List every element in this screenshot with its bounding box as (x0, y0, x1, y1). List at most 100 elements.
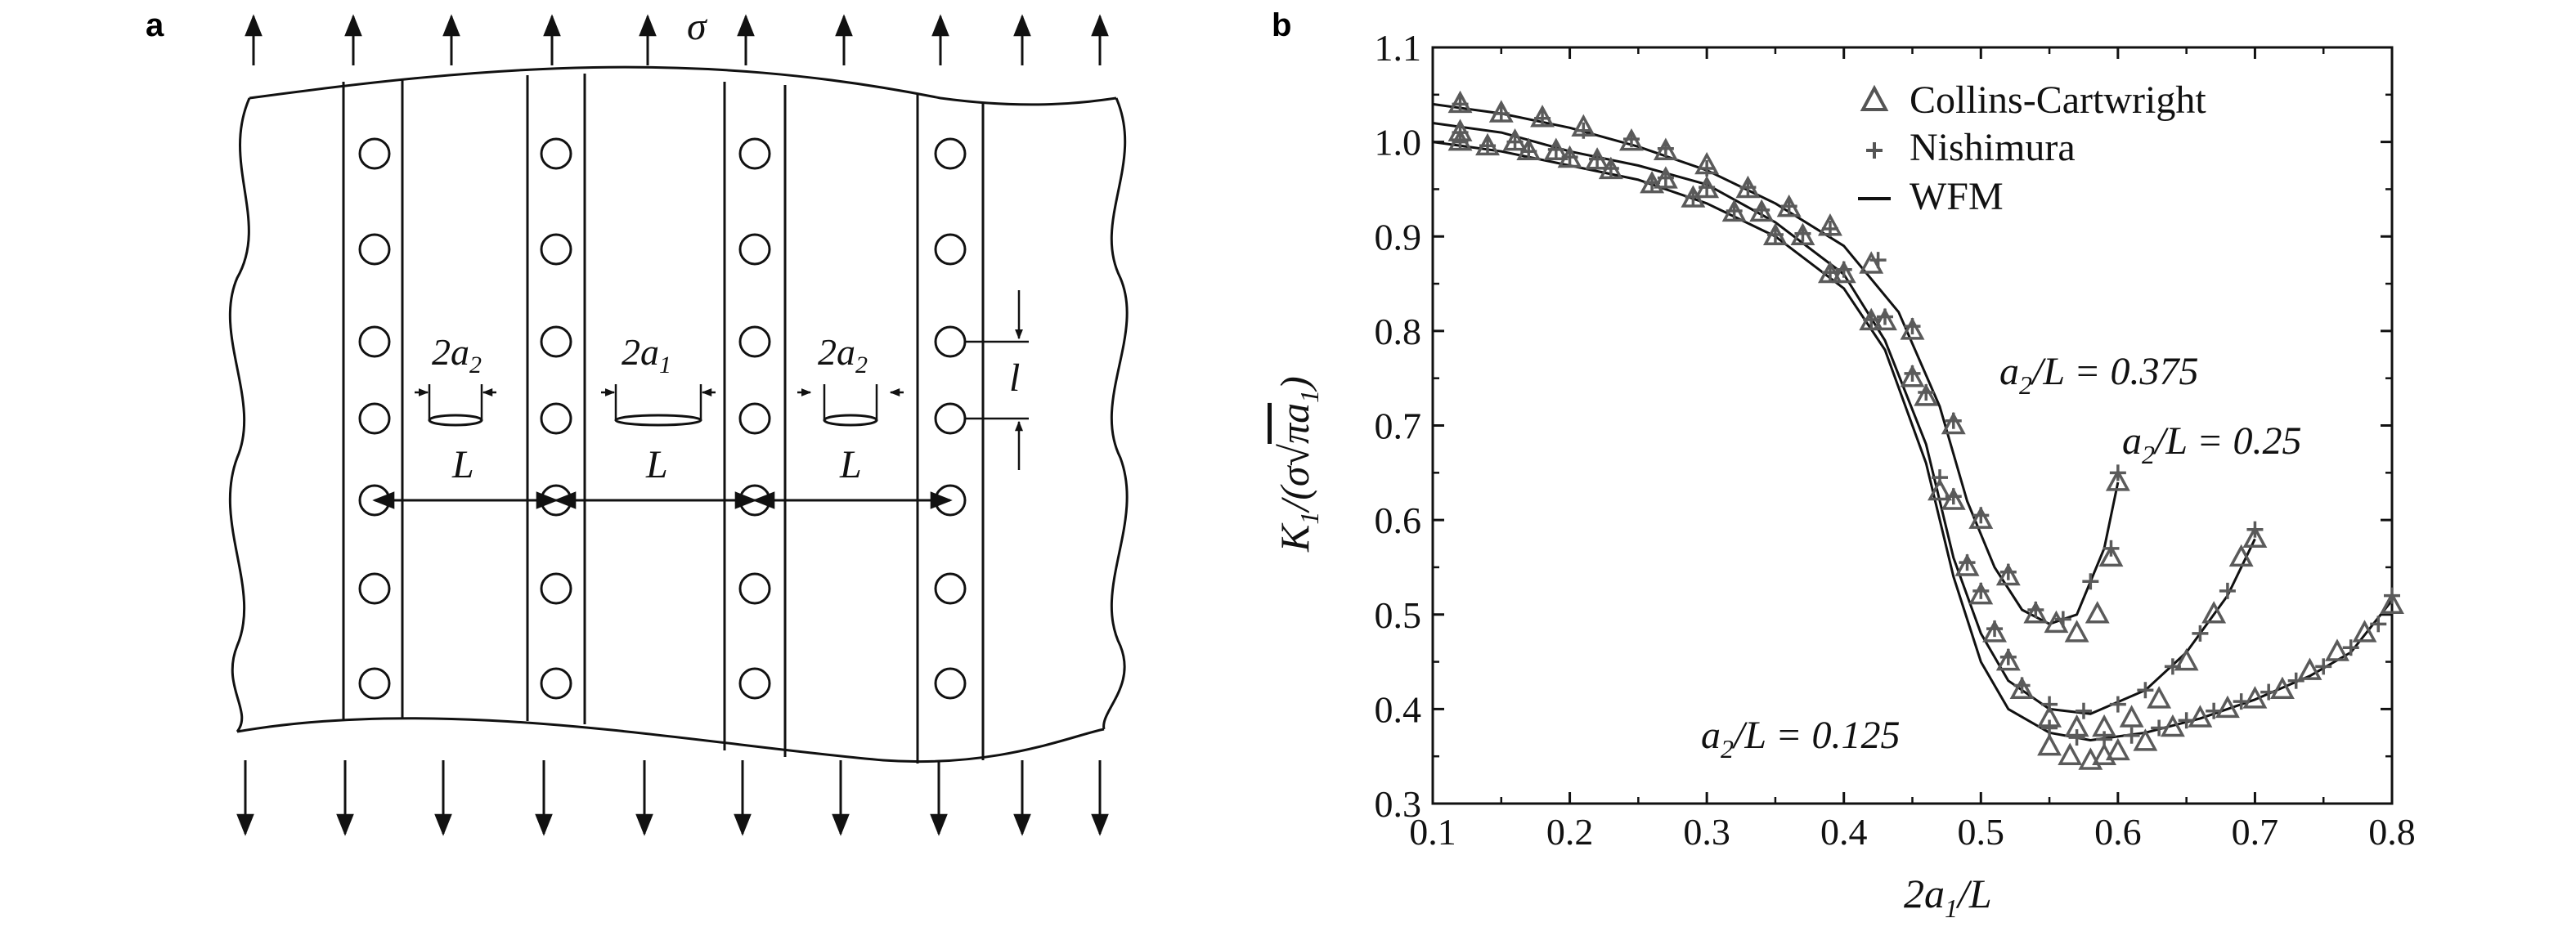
nishimura-point (2315, 658, 2332, 675)
nishimura-point (1904, 365, 1921, 382)
data-markers (1447, 90, 2404, 770)
nishimura-point (2219, 582, 2236, 599)
panel-b-letter: b (1272, 7, 1291, 43)
collins-point (2242, 525, 2268, 548)
nishimura-point (1452, 96, 1469, 113)
nishimura-point (2103, 540, 2120, 557)
y-tick-label: 0.8 (1375, 311, 1422, 352)
x-tick-label: 0.7 (2232, 811, 2279, 853)
nishimura-point (2342, 639, 2359, 656)
collins-point (2044, 610, 2069, 634)
y-axis-ticks: 0.3 0.4 0.5 0.6 0.7 0.8 0.9 1.0 1.1 (1375, 27, 2392, 825)
nishimura-point (1904, 318, 1921, 335)
collins-point (2242, 686, 2268, 709)
collins-point (1995, 562, 2021, 586)
nishimura-point (2075, 702, 2092, 719)
collins-point (1831, 260, 1856, 284)
collins-point (2037, 732, 2062, 756)
nishimura-point (1657, 140, 1674, 157)
panel-a-schematic: a σ (146, 5, 1129, 836)
collins-point (2325, 638, 2349, 661)
collins-point (1995, 647, 2021, 671)
collins-point (2023, 601, 2049, 624)
nishimura-point (1506, 133, 1524, 150)
nishimura-point (2082, 573, 2099, 590)
collins-point (2085, 601, 2110, 624)
nishimura-point (1986, 620, 2004, 638)
nishimura-point (2233, 693, 2250, 710)
nishimura-point (1918, 384, 1935, 401)
label-2a1: 2a1 (622, 331, 671, 378)
label-L-2: L (645, 443, 668, 486)
collins-point (2228, 544, 2254, 567)
collins-point (2160, 714, 2185, 737)
pitch-dimension (965, 290, 1029, 470)
x-tick-label: 0.6 (2094, 811, 2142, 853)
x-tick-label: 0.5 (1958, 811, 2005, 853)
nishimura-point (2370, 616, 2387, 633)
collins-point (2098, 544, 2124, 567)
y-tick-label: 0.9 (1375, 216, 1422, 258)
collins-point (2269, 676, 2295, 699)
nishimura-point (1794, 225, 1811, 242)
nishimura-point (1780, 198, 1797, 215)
nishimura-point (1972, 582, 1990, 599)
nishimura-point (1932, 469, 1949, 486)
nishimura-point (2027, 601, 2044, 618)
collins-point (2105, 737, 2130, 761)
y-tick-label: 0.5 (1375, 594, 1422, 636)
nishimura-point (1657, 169, 1674, 186)
x-axis-label: 2a1/L (1904, 871, 1992, 923)
nishimura-point (1602, 160, 1619, 177)
collins-point (2174, 647, 2199, 671)
stress-symbol: σ (687, 5, 708, 48)
nishimura-point (1622, 131, 1640, 148)
nishimura-point (1999, 563, 2017, 580)
collins-point (2297, 657, 2322, 680)
nishimura-point (1575, 122, 1592, 139)
nishimura-point (2123, 727, 2140, 744)
collins-point (2201, 601, 2227, 624)
collins-point (2352, 620, 2377, 643)
nishimura-point (1766, 226, 1784, 243)
y-tick-label: 0.6 (1375, 499, 1422, 541)
label-2a2-right: 2a2 (818, 331, 868, 378)
nishimura-point (1739, 179, 1757, 196)
legend-collins-cartwright: Collins-Cartwright (1910, 78, 2206, 122)
panel-a-letter: a (146, 7, 164, 43)
y-tick-label: 0.4 (1375, 688, 1422, 730)
collins-point (2119, 705, 2144, 728)
nishimura-point (2041, 719, 2058, 737)
nishimura-point (2246, 521, 2264, 538)
y-axis-label-group: K1/(σ√πa1) (1272, 376, 1324, 553)
collins-point (2064, 620, 2089, 643)
nishimura-point (1479, 137, 1497, 155)
collins-point (2188, 705, 2213, 728)
nishimura-point (2192, 625, 2209, 642)
wfm-curve-1 (1432, 122, 2256, 715)
y-tick-label: 0.7 (1375, 405, 1422, 447)
nishimura-point (1999, 648, 2017, 665)
collins-point (1859, 251, 1884, 274)
label-L-3: L (839, 443, 862, 486)
nishimura-point (2137, 682, 2154, 699)
y-tick-label: 1.0 (1375, 122, 1422, 163)
nishimura-point (2151, 719, 2168, 737)
annotation-a2L-0125: a2/L = 0.125 (1701, 714, 1901, 764)
nishimura-point (1589, 150, 1606, 168)
nishimura-point (1561, 149, 1578, 166)
collins-point (1954, 553, 1980, 576)
nishimura-point (1945, 412, 1962, 429)
legend: Collins-Cartwright Nishimura WFM (1858, 78, 2206, 218)
collins-point (2380, 591, 2404, 614)
crack-dimensions (415, 384, 904, 421)
collins-point (2147, 686, 2172, 709)
nishimura-point (1534, 110, 1551, 127)
x-tick-label: 0.4 (1820, 811, 1868, 853)
annotation-a2L-025: a2/L = 0.25 (2122, 419, 2302, 469)
label-l: l (1009, 356, 1020, 400)
cracks (428, 414, 878, 427)
nishimura-point (2109, 696, 2126, 713)
nishimura-point (1685, 188, 1702, 205)
